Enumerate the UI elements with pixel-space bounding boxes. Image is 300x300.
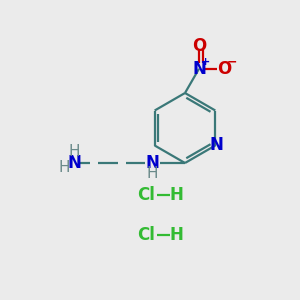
Text: N: N: [192, 60, 206, 78]
Text: O: O: [217, 60, 231, 78]
Text: N: N: [145, 154, 159, 172]
Text: N: N: [209, 136, 223, 154]
Text: H: H: [146, 167, 158, 182]
Text: N: N: [67, 154, 81, 172]
Text: −: −: [227, 55, 237, 68]
Text: H: H: [169, 226, 183, 244]
Text: Cl: Cl: [137, 186, 155, 204]
Text: H: H: [58, 160, 70, 175]
Text: O: O: [192, 37, 206, 55]
Text: H: H: [68, 145, 80, 160]
Text: Cl: Cl: [137, 226, 155, 244]
Text: +: +: [201, 57, 211, 67]
Text: H: H: [169, 186, 183, 204]
